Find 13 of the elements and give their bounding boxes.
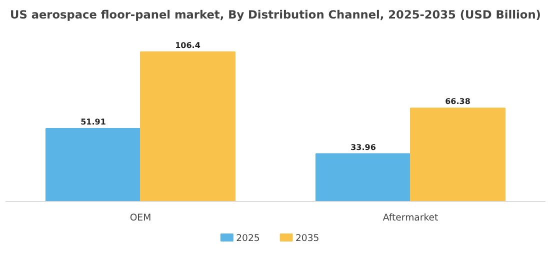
data-label: 51.91 xyxy=(80,118,106,127)
legend-label: 2035 xyxy=(295,233,320,244)
legend-label: 2025 xyxy=(236,233,260,244)
data-label: 33.96 xyxy=(350,142,376,152)
chart-title: US aerospace floor-panel market, By Distribution Channel, 2025-2035 (USD Billion) xyxy=(10,8,541,22)
bar xyxy=(316,153,411,202)
x-tick-label: Aftermarket xyxy=(382,212,439,224)
data-label: 66.38 xyxy=(445,97,471,106)
bar xyxy=(410,108,506,202)
bar xyxy=(46,128,141,202)
x-tick-label: OEM xyxy=(130,212,152,224)
bar xyxy=(140,51,236,202)
data-label: 106.4 xyxy=(175,40,201,50)
